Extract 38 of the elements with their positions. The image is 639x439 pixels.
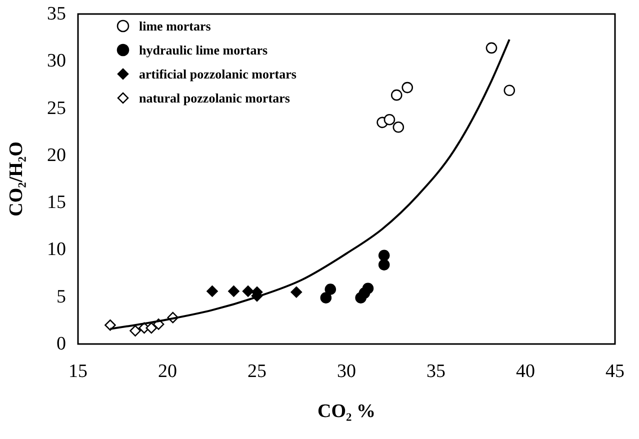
- point: [384, 114, 396, 126]
- point: [104, 319, 116, 331]
- y-tick-label: 5: [56, 286, 66, 308]
- y-tick-label: 20: [47, 144, 66, 166]
- point: [390, 89, 402, 101]
- point: [486, 42, 498, 54]
- point: [146, 322, 158, 334]
- y-tick-label: 15: [47, 192, 66, 214]
- legend-label: natural pozzolanic mortars: [139, 90, 290, 106]
- point: [504, 84, 516, 96]
- y-tick-label: 0: [56, 334, 66, 354]
- point: [392, 121, 404, 133]
- legend-label: artificial pozzolanic mortars: [139, 66, 296, 82]
- x-tick-label: 45: [606, 361, 624, 382]
- y-tick-label: 25: [47, 98, 66, 119]
- x-tick-label: 40: [516, 361, 535, 382]
- x-tick-label: 20: [158, 361, 177, 382]
- point: [242, 286, 254, 297]
- point: [206, 286, 218, 297]
- y-axis-title: CO₂/H₂O: [6, 142, 27, 216]
- point: [130, 325, 141, 336]
- x-axis-title: CO₂ %: [318, 401, 376, 422]
- legend-label: lime mortars: [139, 18, 211, 34]
- x-tick-label: 35: [426, 361, 446, 382]
- x-tick-label: 25: [248, 361, 266, 382]
- point: [228, 286, 240, 297]
- point: [324, 284, 336, 295]
- point: [320, 292, 332, 304]
- y-tick-label: 10: [47, 239, 66, 260]
- legend-label: hydraulic lime mortars: [139, 42, 268, 58]
- x-tick-label: 30: [337, 361, 356, 382]
- point: [362, 282, 374, 294]
- point: [378, 250, 390, 262]
- y-tick-label: 30: [47, 50, 66, 72]
- y-tick-label: 35: [47, 4, 66, 24]
- point: [378, 259, 390, 270]
- point: [402, 82, 414, 94]
- point: [290, 286, 302, 298]
